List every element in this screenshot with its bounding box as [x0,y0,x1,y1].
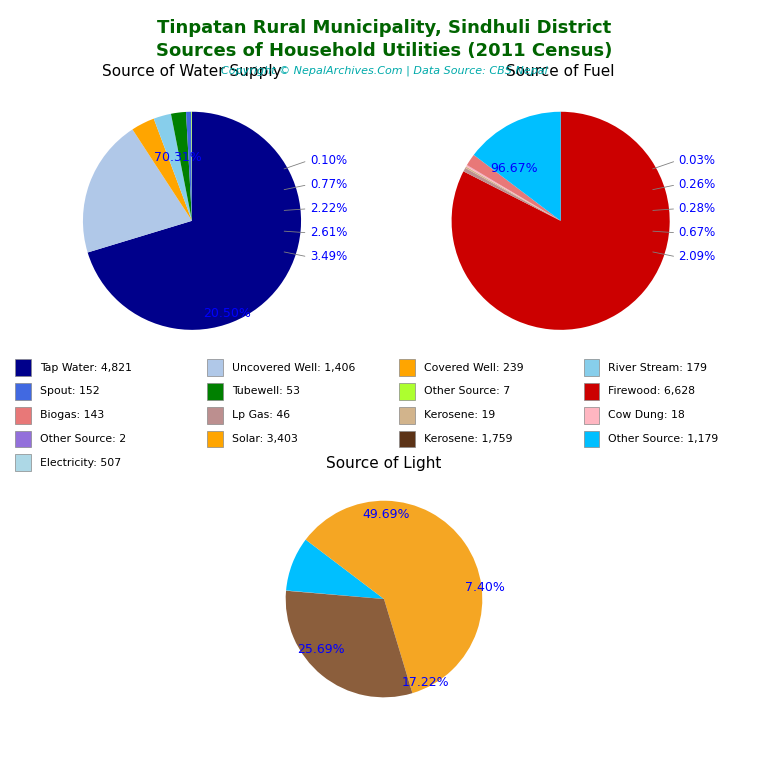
Wedge shape [171,112,192,221]
Text: Kerosene: 19: Kerosene: 19 [424,410,495,420]
Text: Cow Dung: 18: Cow Dung: 18 [608,410,685,420]
Bar [207,383,223,399]
Wedge shape [463,168,561,221]
Text: Lp Gas: 46: Lp Gas: 46 [232,410,290,420]
Text: 0.28%: 0.28% [678,202,716,215]
Wedge shape [154,114,192,221]
Text: Electricity: 507: Electricity: 507 [40,458,121,468]
Text: Uncovered Well: 1,406: Uncovered Well: 1,406 [232,362,356,372]
Title: Source of Light: Source of Light [326,456,442,471]
Title: Source of Fuel: Source of Fuel [506,65,615,79]
Text: 0.03%: 0.03% [678,154,716,167]
Text: Spout: 152: Spout: 152 [40,386,100,396]
Bar [207,359,223,376]
Text: Kerosene: 1,759: Kerosene: 1,759 [424,434,512,444]
Wedge shape [452,111,670,329]
Bar [15,407,31,423]
Wedge shape [286,540,384,599]
Bar [584,407,599,423]
Bar [399,407,415,423]
Bar [584,383,599,399]
Text: 2.09%: 2.09% [678,250,716,263]
Text: 96.67%: 96.67% [490,162,538,175]
Text: Biogas: 143: Biogas: 143 [40,410,104,420]
Text: 0.10%: 0.10% [310,154,347,167]
Text: 0.77%: 0.77% [310,178,347,191]
Text: 0.26%: 0.26% [678,178,716,191]
Text: Copyright © NepalArchives.Com | Data Source: CBS Nepal: Copyright © NepalArchives.Com | Data Sou… [220,65,548,76]
Bar [584,431,599,447]
Text: Other Source: 2: Other Source: 2 [40,434,126,444]
Wedge shape [467,155,561,221]
Bar [399,383,415,399]
Bar [15,431,31,447]
Wedge shape [83,130,192,253]
Bar [15,359,31,376]
Wedge shape [186,112,192,221]
Text: Tinpatan Rural Municipality, Sindhuli District: Tinpatan Rural Municipality, Sindhuli Di… [157,19,611,37]
Text: 17.22%: 17.22% [402,676,449,689]
Wedge shape [133,119,192,221]
Wedge shape [466,165,561,221]
Bar [399,431,415,447]
Text: Tubewell: 53: Tubewell: 53 [232,386,300,396]
Text: Firewood: 6,628: Firewood: 6,628 [608,386,695,396]
Text: 0.67%: 0.67% [678,227,716,240]
Text: Covered Well: 239: Covered Well: 239 [424,362,524,372]
Text: Other Source: 1,179: Other Source: 1,179 [608,434,719,444]
Text: Sources of Household Utilities (2011 Census): Sources of Household Utilities (2011 Cen… [156,42,612,60]
Bar [584,359,599,376]
Wedge shape [286,591,412,697]
Wedge shape [306,501,482,694]
Text: 20.50%: 20.50% [203,306,251,319]
Text: 7.40%: 7.40% [465,581,505,594]
Text: 25.69%: 25.69% [297,643,345,656]
Text: 49.69%: 49.69% [362,508,410,521]
Wedge shape [467,165,561,221]
Text: Solar: 3,403: Solar: 3,403 [232,434,298,444]
Wedge shape [465,167,561,221]
Wedge shape [88,111,301,329]
Bar [207,407,223,423]
Text: 2.22%: 2.22% [310,202,347,215]
Title: Source of Water Supply: Source of Water Supply [102,65,282,79]
Text: River Stream: 179: River Stream: 179 [608,362,707,372]
Bar [399,359,415,376]
Bar [207,431,223,447]
Wedge shape [474,111,561,221]
Bar [15,455,31,471]
Text: Tap Water: 4,821: Tap Water: 4,821 [40,362,132,372]
Text: 2.61%: 2.61% [310,227,347,240]
Bar [15,383,31,399]
Text: 3.49%: 3.49% [310,250,347,263]
Text: 70.31%: 70.31% [154,151,201,164]
Wedge shape [286,591,384,599]
Text: Other Source: 7: Other Source: 7 [424,386,510,396]
